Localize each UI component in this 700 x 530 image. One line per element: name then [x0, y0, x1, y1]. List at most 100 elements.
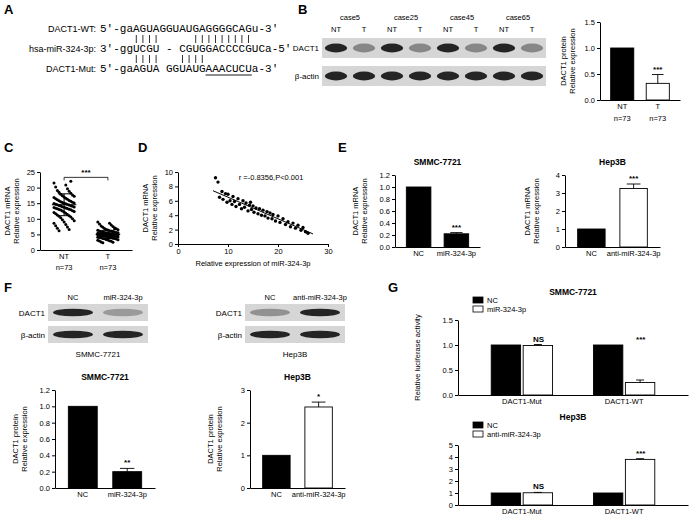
tick: 3: [449, 465, 458, 474]
tick: 1.0: [585, 44, 600, 53]
tick-label: miR-324-3p: [437, 249, 476, 258]
axis-line: [395, 176, 396, 248]
tick-mark: [455, 469, 458, 470]
axis-line: [566, 247, 661, 248]
lane-group-label: case45: [450, 13, 474, 22]
tick: NC: [413, 249, 424, 258]
legend-label: anti-miR-324-3p: [487, 430, 541, 439]
tick-label: 2: [556, 207, 560, 216]
x-axis: NTT: [41, 251, 133, 262]
tick-mark: [562, 247, 565, 248]
tick: 6: [169, 197, 178, 206]
y-axis: 0246810: [165, 168, 179, 249]
tick-label: 5: [31, 230, 35, 239]
tick-mark: [455, 481, 458, 482]
chart: 0.00.20.40.60.81.01.2NCmiR-324-3p***SMMC…: [351, 157, 481, 258]
blot-band: [53, 331, 93, 338]
plot-marks: [406, 187, 468, 247]
tick-mark: [562, 211, 565, 212]
plot-marks: [213, 176, 313, 235]
tick-label: T: [655, 102, 660, 111]
lane-label: anti-miR-324-3p: [293, 293, 347, 302]
plot-marks: [263, 402, 333, 488]
panel-label: E: [338, 140, 347, 155]
lane-label: T: [530, 25, 535, 34]
tick-label: 20: [274, 247, 282, 256]
axis-line: [458, 446, 459, 506]
tick-label: 0.8: [380, 195, 390, 204]
tick-label: 1.0: [443, 341, 453, 350]
sequence-name: DACT1-WT:: [48, 24, 96, 34]
significance: ***: [629, 174, 639, 183]
tick-mark: [392, 199, 395, 200]
tick: 1.2: [40, 386, 55, 395]
blot-band: [465, 72, 487, 81]
legend-label: NC: [487, 296, 498, 305]
chart-title: Hep3B: [599, 157, 626, 167]
tick-label: 4: [556, 171, 560, 180]
y-axis-title: Relative expression: [12, 178, 21, 243]
tick-label: DACT1-WT: [605, 397, 644, 406]
plot-marks: [68, 406, 141, 488]
point: [265, 210, 268, 213]
tick-label: NC: [271, 490, 282, 499]
panel-label: G: [388, 280, 398, 295]
point: [58, 229, 61, 232]
y-axis: 0.00.20.40.60.81.01.2: [40, 386, 56, 493]
tick-mark: [247, 423, 250, 424]
tick-label: 6: [169, 197, 173, 206]
sequence: 3'-ggUCGU - CGUGGACCCCGUCa-5': [100, 43, 291, 55]
row-label: β-actin: [218, 331, 242, 340]
point: [289, 225, 292, 228]
blot-band: [103, 309, 143, 316]
point: [69, 180, 72, 183]
y-axis: 0.00.20.40.60.81.01.2: [380, 171, 396, 252]
significance: ***: [81, 168, 91, 177]
point: [54, 224, 57, 227]
tick-label: T: [106, 252, 111, 261]
point: [226, 193, 229, 196]
point: [63, 220, 66, 223]
x-axis: 0102030: [176, 244, 332, 256]
legend-label: miR-324-3p: [487, 305, 526, 314]
tick: 10: [27, 215, 40, 224]
category-note: n=73: [56, 263, 73, 272]
point: [256, 212, 259, 215]
x-axis: DACT1-Mut DACT1-WT: [459, 396, 689, 407]
tick: 30: [324, 244, 332, 256]
bar: [113, 472, 142, 488]
point: [52, 181, 55, 184]
point: [249, 201, 252, 204]
tick: DACT1-Mut: [502, 397, 543, 406]
blot-strip: [48, 304, 148, 321]
legend: NCanti-miR-324-3p: [473, 421, 541, 439]
pair-line: [208, 35, 209, 43]
pair-line: [235, 35, 236, 43]
point: [117, 228, 120, 231]
pair-line: [241, 35, 242, 43]
error-bar: [534, 345, 542, 346]
tick: 0.4: [40, 451, 55, 460]
tick: DACT1-WT: [605, 397, 644, 406]
blot-band: [437, 72, 459, 81]
bar: [523, 346, 552, 396]
tick-mark: [52, 439, 55, 440]
tick-mark: [37, 234, 40, 235]
tick-mark: [52, 406, 55, 407]
tick: 4: [449, 453, 458, 462]
tick-label: 0.6: [40, 435, 50, 444]
plot-marks: [491, 345, 655, 396]
tick-label: 3: [241, 386, 245, 395]
tick-mark: [597, 74, 600, 75]
point: [66, 225, 69, 228]
tick-label: DACT1-Mut: [502, 397, 543, 406]
tick-mark: [52, 472, 55, 473]
tick-label: 0: [176, 247, 180, 256]
y-axis-title: DACT1 mRNA: [523, 187, 532, 236]
axis-line: [396, 247, 481, 248]
bar: [593, 493, 622, 505]
y-axis: 0510152025: [27, 168, 41, 255]
point: [56, 227, 59, 230]
row-label: DACT1: [19, 309, 46, 318]
chart: NCanti-miR-324-3p012345DACT1-MutDACT1-WT…: [449, 412, 689, 516]
